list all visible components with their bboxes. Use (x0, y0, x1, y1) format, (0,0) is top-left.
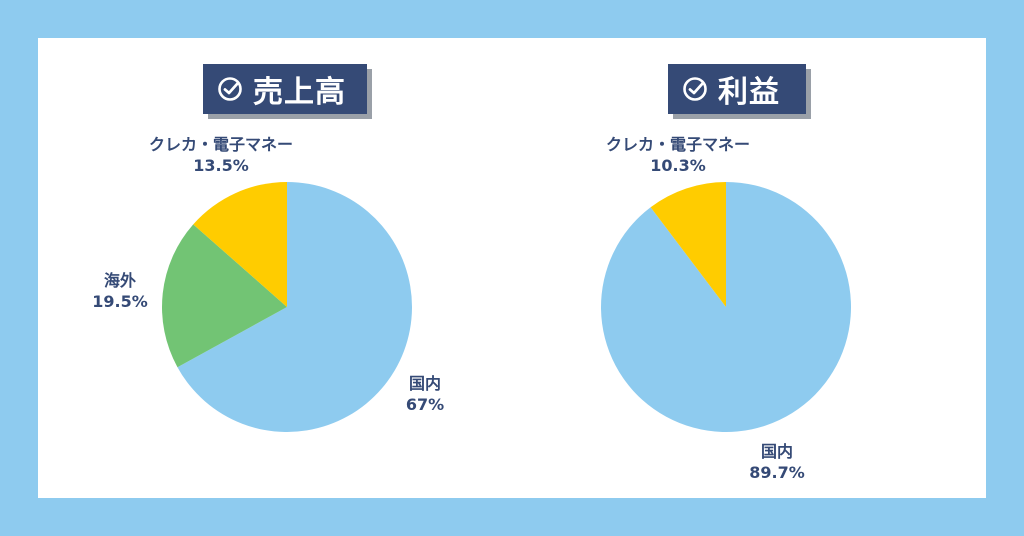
slice-label-name: 国内 (408, 374, 441, 393)
slice-label-card-emoney: クレカ・電子マネー 10.3% (578, 134, 778, 176)
chart-title-sales: 売上高 (203, 64, 367, 114)
pie-slice-domestic (601, 182, 851, 432)
chart-title-text: 利益 (718, 75, 780, 110)
slice-label-card-emoney: クレカ・電子マネー 13.5% (121, 134, 321, 176)
slice-label-value: 67% (405, 395, 445, 414)
pie-slice-domestic (177, 182, 412, 432)
check-circle-icon (683, 77, 707, 101)
slice-label-name: クレカ・電子マネー (605, 135, 750, 154)
check-circle-icon (218, 77, 242, 101)
slice-label-domestic: 国内 67% (400, 373, 450, 415)
pie-slice-card-emoney (650, 182, 726, 307)
slice-label-domestic: 国内 89.7% (742, 441, 812, 483)
slice-label-value: 89.7% (749, 463, 805, 482)
slice-label-value: 13.5% (193, 156, 249, 175)
slice-label-overseas: 海外 19.5% (88, 270, 152, 312)
pie-chart-sales (162, 182, 412, 432)
slice-label-value: 10.3% (650, 156, 706, 175)
pie-chart-profit (601, 182, 851, 432)
slice-label-name: クレカ・電子マネー (148, 135, 293, 154)
pie-slice-card-emoney (193, 182, 287, 307)
slice-label-name: 国内 (760, 442, 793, 461)
pie-slice-overseas (162, 224, 287, 368)
slice-label-value: 19.5% (92, 292, 148, 311)
chart-title-profit: 利益 (668, 64, 806, 114)
chart-title-text: 売上高 (253, 75, 346, 110)
slice-label-name: 海外 (103, 271, 136, 290)
